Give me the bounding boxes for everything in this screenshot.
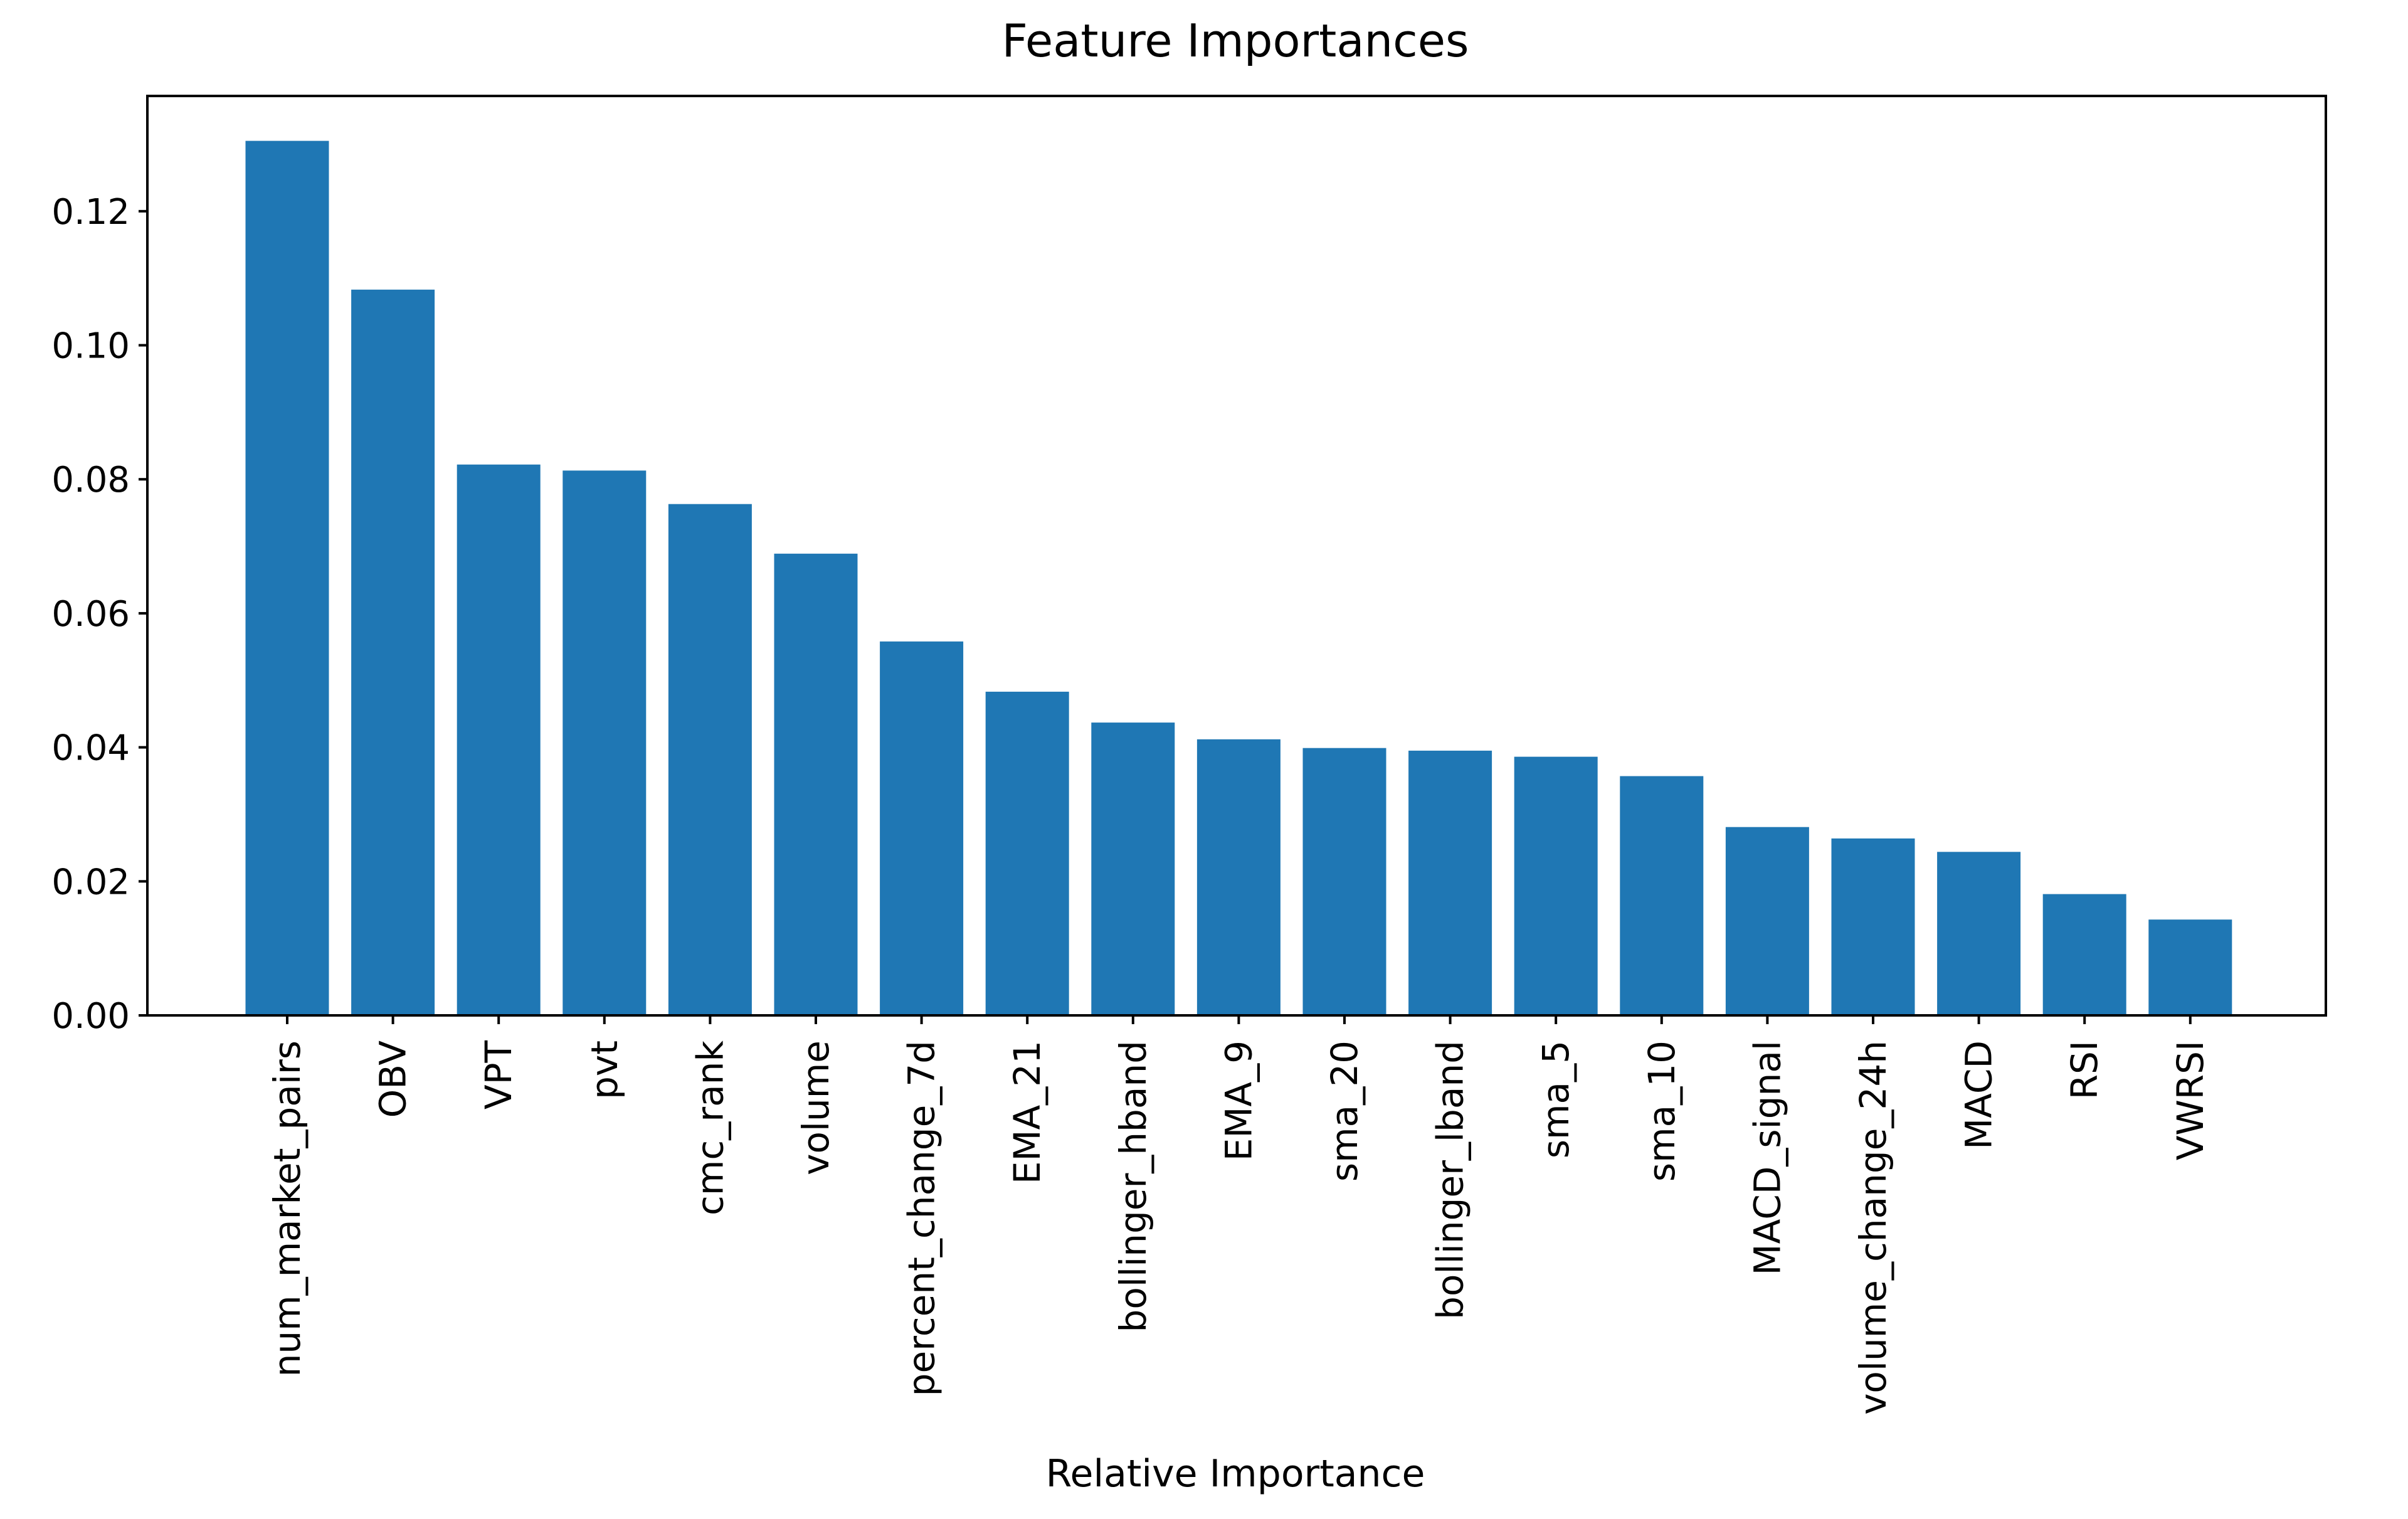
bar-EMA_9 [1196, 739, 1281, 1015]
x-tick-label: sma_20 [1323, 1040, 1366, 1182]
x-tick-label: bollinger_lband [1429, 1040, 1472, 1320]
bar-sma_20 [1302, 748, 1386, 1015]
bar-VPT [457, 464, 541, 1015]
bar-volume [774, 553, 858, 1015]
bar-OBV [351, 289, 435, 1015]
x-tick-label: MACD [1958, 1040, 2000, 1150]
bar-EMA_21 [985, 691, 1069, 1015]
bar-cmc_rank [668, 504, 752, 1015]
y-tick-label: 0.06 [51, 594, 130, 635]
bar-VWRSI [2148, 919, 2232, 1015]
y-axis: 0.00 0.02 0.04 0.06 0.08 0.10 0.12 [51, 192, 147, 1037]
x-axis: num_market_pairs OBV VPT pvt cmc_rank volume p… [266, 1015, 2212, 1415]
x-tick-label: EMA_21 [1006, 1040, 1048, 1184]
bar-bollinger_hband [1091, 722, 1175, 1015]
x-tick-label: percent_change_7d [900, 1040, 943, 1396]
bar-MACD [1937, 852, 2021, 1015]
x-axis-label: Relative Importance [1046, 1452, 1425, 1496]
x-tick-label: EMA_9 [1217, 1040, 1260, 1161]
x-tick-label: OBV [372, 1040, 415, 1118]
chart-title: Feature Importances [1001, 14, 1469, 67]
x-tick-label: sma_5 [1534, 1040, 1577, 1158]
x-tick-label: VWRSI [2169, 1040, 2212, 1160]
x-tick-label: bollinger_hband [1112, 1040, 1154, 1332]
bar-volume_change_24h [1831, 838, 1915, 1015]
x-tick-label: pvt [583, 1040, 626, 1099]
bars-group [245, 140, 2232, 1016]
y-tick-label: 0.08 [51, 460, 130, 500]
bar-bollinger_lband [1408, 750, 1492, 1015]
y-tick-label: 0.10 [51, 326, 130, 367]
bar-MACD_signal [1725, 827, 1809, 1015]
x-tick-label: MACD_signal [1746, 1040, 1788, 1275]
bar-pvt [562, 470, 647, 1015]
plot-frame [146, 95, 2327, 1017]
x-tick-label: VPT [477, 1040, 520, 1109]
bar-percent_change_7d [880, 641, 964, 1015]
bar-num_market_pairs [245, 140, 329, 1016]
y-tick-label: 0.12 [51, 192, 130, 233]
x-tick-label: volume [795, 1040, 837, 1175]
x-tick-label: cmc_rank [689, 1040, 731, 1215]
x-tick-label: RSI [2063, 1040, 2106, 1099]
y-tick-label: 0.04 [51, 728, 130, 769]
x-tick-label: volume_change_24h [1852, 1040, 1894, 1415]
x-tick-label: sma_10 [1640, 1040, 1683, 1182]
y-tick-label: 0.00 [51, 996, 130, 1037]
y-tick-label: 0.02 [51, 862, 130, 902]
bar-sma_5 [1514, 756, 1598, 1015]
bar-RSI [2042, 894, 2126, 1015]
x-tick-label: num_market_pairs [266, 1040, 309, 1377]
bar-sma_10 [1620, 776, 1704, 1015]
